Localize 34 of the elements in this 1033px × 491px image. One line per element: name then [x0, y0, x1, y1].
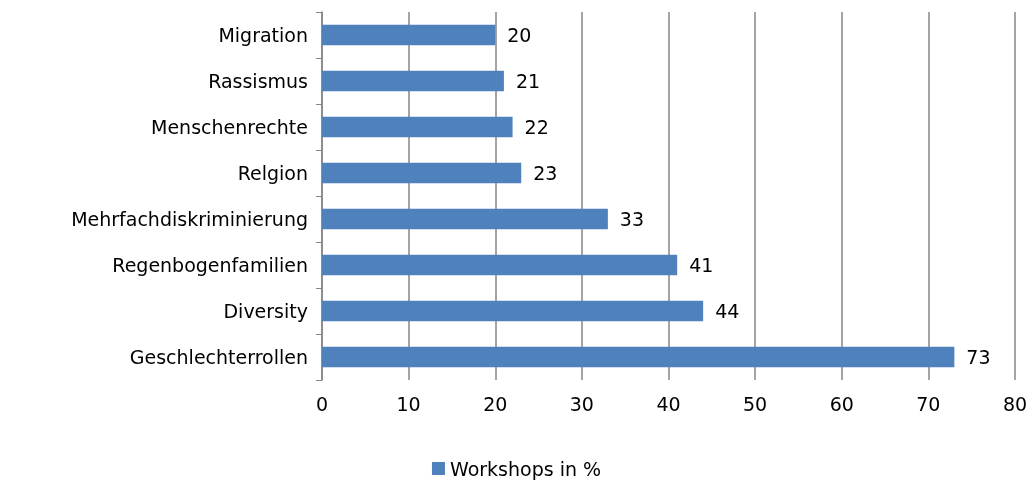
data-label: 44 — [715, 300, 740, 322]
x-tick-label: 40 — [656, 392, 681, 415]
bar — [322, 208, 608, 230]
x-tick-label: 80 — [1002, 392, 1028, 415]
data-label: 41 — [689, 254, 714, 276]
x-tick-label: 60 — [829, 392, 854, 415]
data-label: 33 — [619, 208, 645, 230]
y-tick-label: Mehrfachdiskriminierung — [71, 208, 308, 230]
bar — [322, 162, 522, 184]
x-tick-label: 10 — [396, 392, 421, 415]
data-label: 21 — [515, 70, 541, 92]
x-tick-label: 20 — [483, 392, 508, 415]
bar — [322, 116, 513, 138]
x-tick-label: 0 — [315, 392, 329, 415]
data-label: 22 — [524, 116, 549, 138]
data-label: 20 — [507, 24, 532, 46]
legend-label: Workshops in % — [449, 457, 602, 480]
bar — [322, 254, 678, 276]
x-tick-label: 70 — [916, 392, 941, 415]
y-tick-label: Diversity — [223, 300, 308, 322]
y-tick-label: Migration — [218, 24, 308, 46]
y-tick-label: Geschlechterrollen — [129, 346, 308, 368]
y-tick-label: Relgion — [237, 162, 308, 184]
bar — [322, 346, 955, 368]
data-label: 23 — [533, 162, 558, 184]
bar — [322, 300, 704, 322]
x-tick-label: 30 — [569, 392, 594, 415]
y-tick-label: Regenbogenfamilien — [112, 254, 308, 276]
y-tick-label: Rassismus — [208, 70, 308, 92]
data-label: 73 — [966, 346, 991, 368]
bar — [322, 70, 504, 92]
bar — [322, 24, 496, 46]
y-tick-label: Menschenrechte — [151, 116, 308, 138]
x-tick-label: 50 — [743, 392, 768, 415]
